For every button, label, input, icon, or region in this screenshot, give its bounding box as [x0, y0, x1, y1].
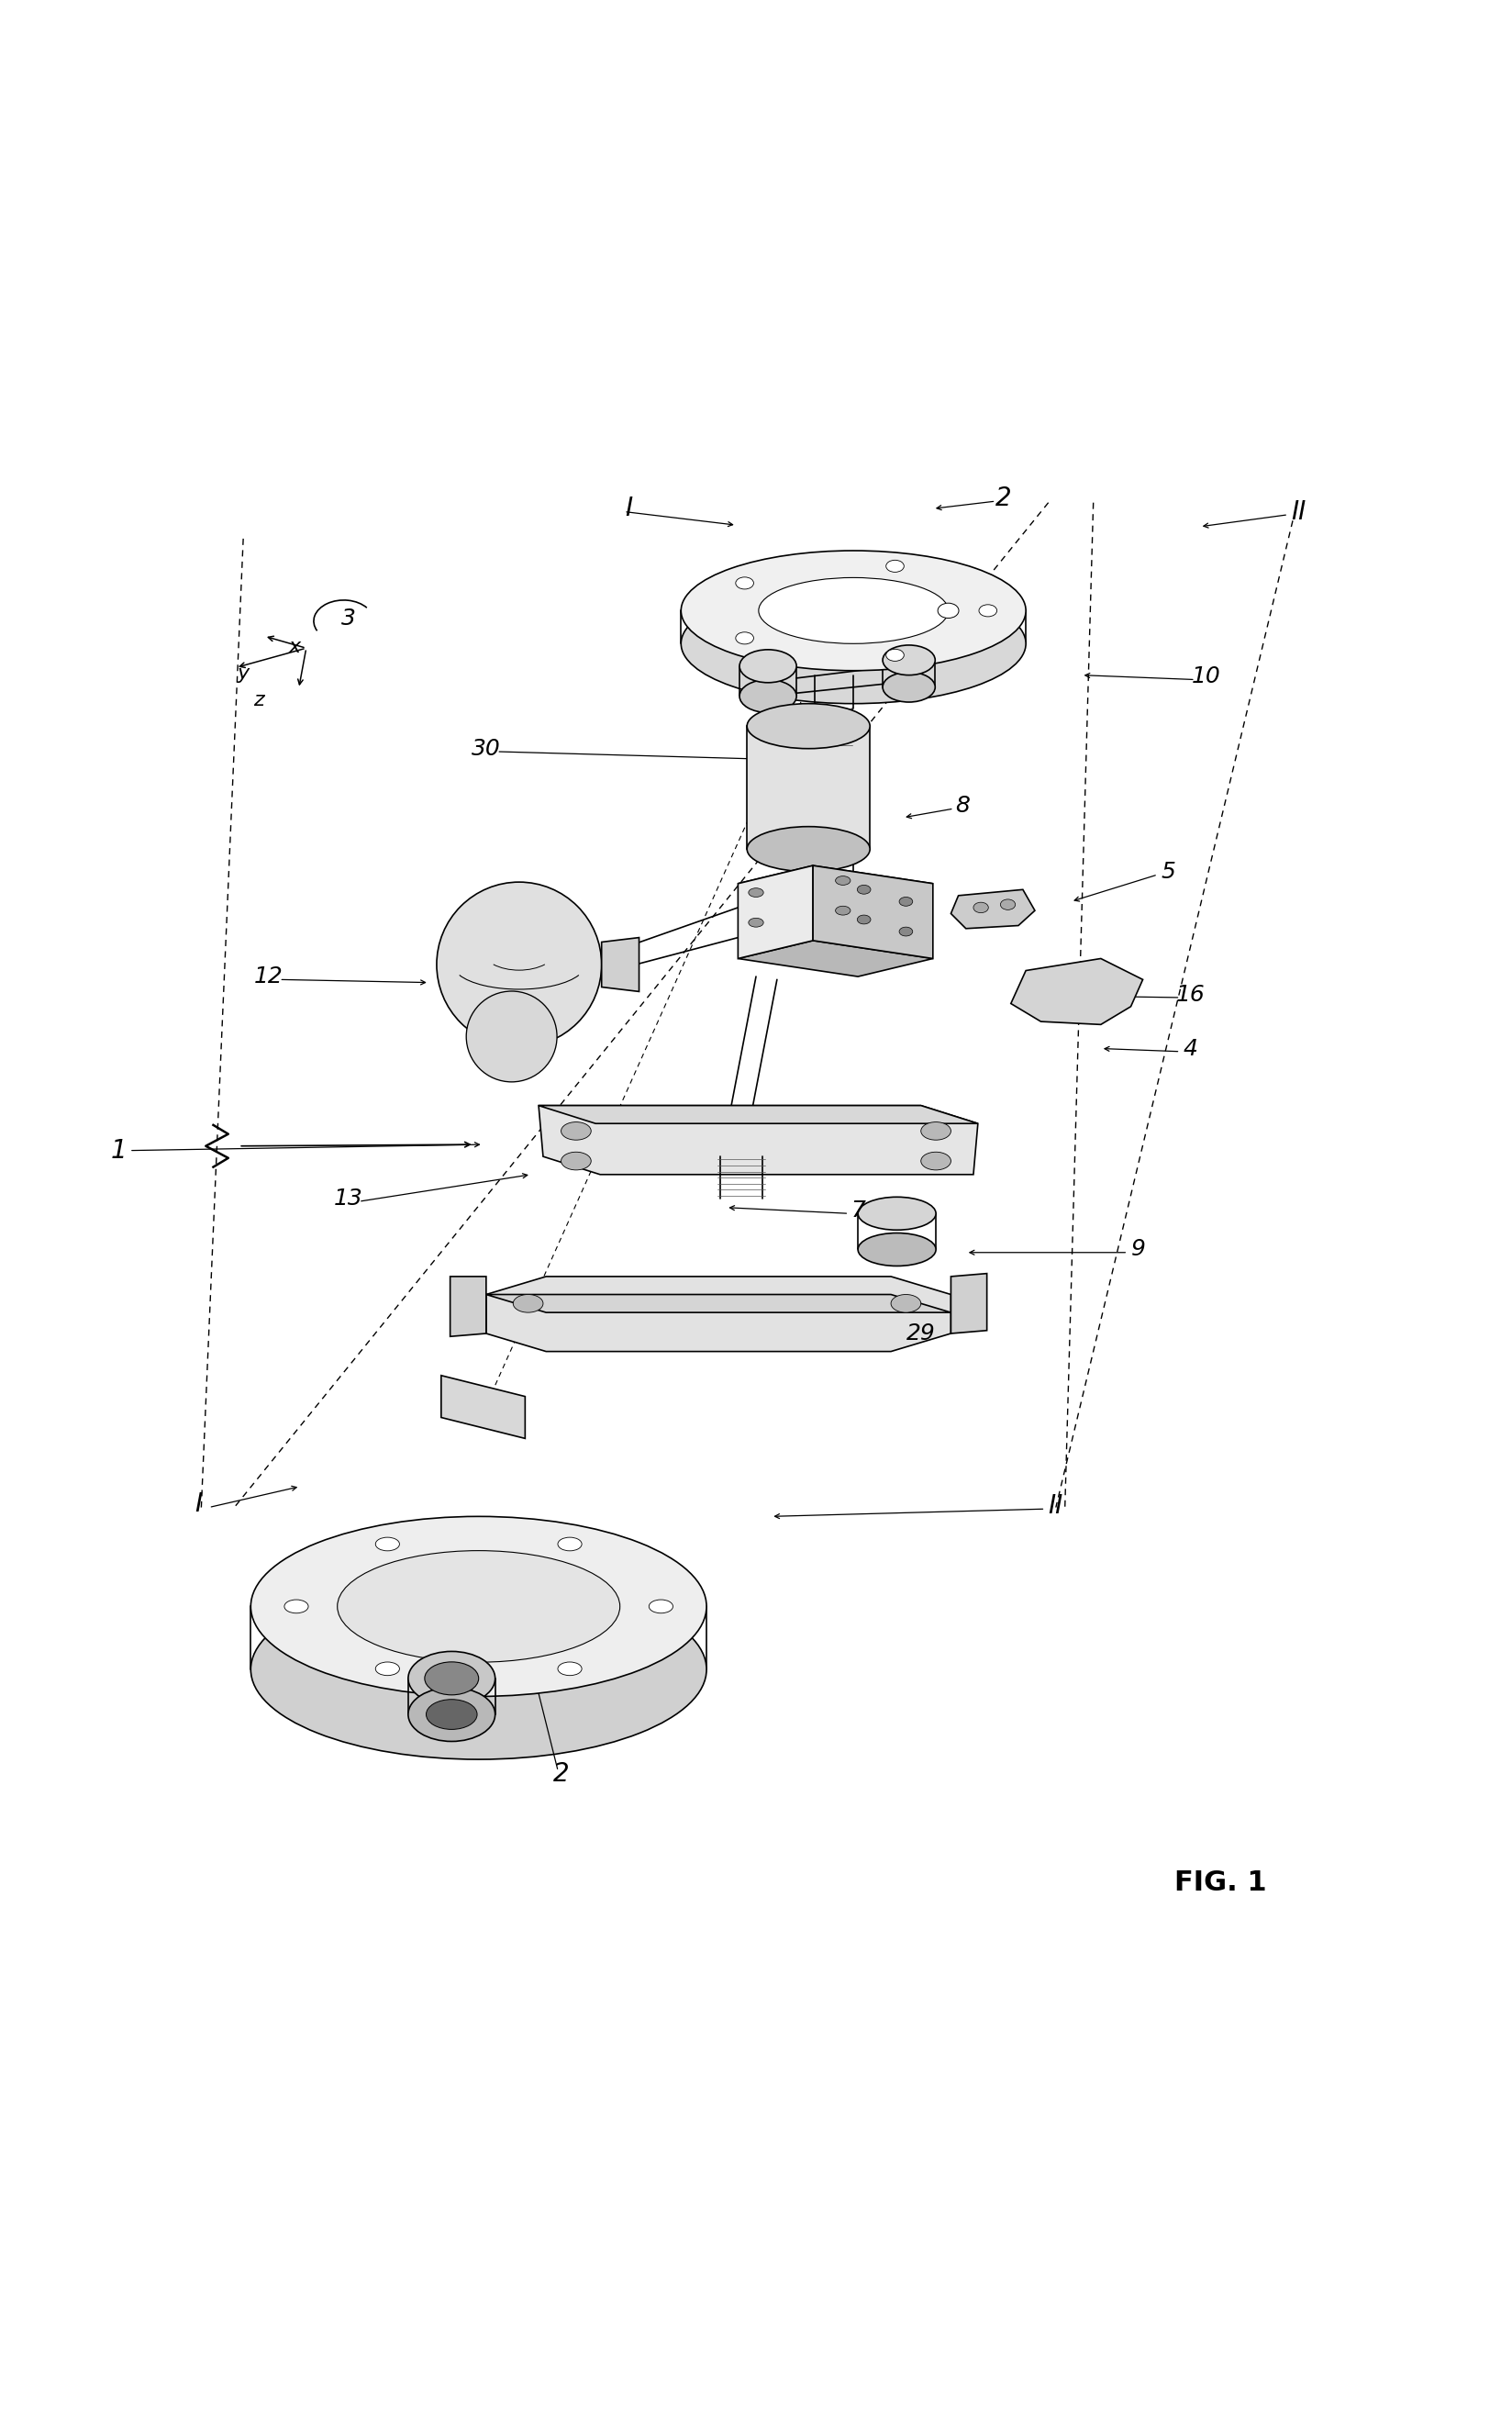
- Ellipse shape: [747, 826, 869, 872]
- Ellipse shape: [900, 898, 913, 905]
- Text: FIG. 1: FIG. 1: [1175, 1869, 1267, 1896]
- Text: y: y: [237, 663, 249, 683]
- Text: z: z: [253, 692, 263, 709]
- Text: 3: 3: [340, 608, 355, 629]
- Ellipse shape: [375, 1661, 399, 1675]
- Ellipse shape: [747, 705, 869, 748]
- Ellipse shape: [337, 1549, 620, 1663]
- Ellipse shape: [921, 1121, 951, 1140]
- Ellipse shape: [886, 559, 904, 571]
- Ellipse shape: [891, 1295, 921, 1312]
- Polygon shape: [951, 889, 1034, 930]
- Ellipse shape: [857, 1196, 936, 1230]
- Text: 9: 9: [1131, 1240, 1146, 1261]
- Ellipse shape: [836, 876, 850, 886]
- Text: 30: 30: [472, 738, 500, 760]
- Ellipse shape: [251, 1578, 706, 1760]
- Text: 8: 8: [956, 794, 971, 816]
- Polygon shape: [738, 939, 933, 976]
- Polygon shape: [487, 1295, 951, 1312]
- Polygon shape: [738, 867, 813, 959]
- Ellipse shape: [736, 632, 753, 644]
- Ellipse shape: [284, 1600, 308, 1612]
- Text: 5: 5: [1161, 859, 1175, 884]
- Polygon shape: [451, 1276, 487, 1336]
- Text: x: x: [289, 637, 301, 656]
- Ellipse shape: [558, 1537, 582, 1552]
- Ellipse shape: [649, 1600, 673, 1612]
- Text: 12: 12: [254, 966, 283, 988]
- Text: 1: 1: [110, 1138, 127, 1165]
- Ellipse shape: [921, 1152, 951, 1169]
- Text: 13: 13: [334, 1186, 363, 1210]
- Ellipse shape: [680, 583, 1025, 705]
- Text: 4: 4: [1184, 1039, 1198, 1060]
- Ellipse shape: [857, 1232, 936, 1266]
- Ellipse shape: [739, 680, 797, 712]
- Polygon shape: [487, 1276, 951, 1351]
- Ellipse shape: [736, 576, 753, 588]
- Ellipse shape: [375, 1537, 399, 1552]
- Ellipse shape: [883, 673, 934, 702]
- Polygon shape: [738, 867, 933, 901]
- Ellipse shape: [408, 1687, 494, 1741]
- Ellipse shape: [748, 889, 764, 898]
- Text: 29: 29: [906, 1322, 936, 1344]
- Ellipse shape: [561, 1152, 591, 1169]
- Polygon shape: [813, 867, 933, 959]
- Text: 10: 10: [1191, 666, 1220, 688]
- Ellipse shape: [426, 1700, 478, 1729]
- Text: II: II: [1291, 499, 1306, 525]
- Ellipse shape: [857, 915, 871, 925]
- Ellipse shape: [251, 1516, 706, 1697]
- Ellipse shape: [739, 649, 797, 683]
- Ellipse shape: [937, 603, 959, 617]
- Ellipse shape: [886, 649, 904, 661]
- Polygon shape: [538, 1106, 978, 1174]
- Ellipse shape: [857, 886, 871, 893]
- Ellipse shape: [759, 579, 948, 644]
- Ellipse shape: [978, 605, 996, 617]
- Ellipse shape: [680, 550, 1025, 671]
- Ellipse shape: [883, 644, 934, 675]
- Polygon shape: [1012, 959, 1143, 1024]
- Polygon shape: [538, 1106, 978, 1123]
- Text: 16: 16: [1176, 983, 1205, 1005]
- Polygon shape: [951, 1273, 987, 1334]
- Ellipse shape: [974, 903, 989, 913]
- Text: I: I: [195, 1491, 203, 1518]
- Polygon shape: [442, 1375, 525, 1438]
- Ellipse shape: [408, 1651, 494, 1704]
- Ellipse shape: [561, 1121, 591, 1140]
- Text: 7: 7: [851, 1198, 865, 1223]
- Circle shape: [437, 881, 602, 1046]
- Text: 2: 2: [995, 484, 1012, 511]
- Ellipse shape: [900, 927, 913, 937]
- Circle shape: [466, 990, 556, 1082]
- Ellipse shape: [836, 905, 850, 915]
- Ellipse shape: [425, 1661, 479, 1695]
- Ellipse shape: [513, 1295, 543, 1312]
- Ellipse shape: [748, 918, 764, 927]
- Text: II: II: [1048, 1494, 1063, 1518]
- Ellipse shape: [558, 1661, 582, 1675]
- Ellipse shape: [1001, 898, 1016, 910]
- Polygon shape: [602, 937, 640, 993]
- Text: 2: 2: [553, 1762, 569, 1787]
- Polygon shape: [747, 726, 869, 850]
- Text: I: I: [624, 496, 632, 521]
